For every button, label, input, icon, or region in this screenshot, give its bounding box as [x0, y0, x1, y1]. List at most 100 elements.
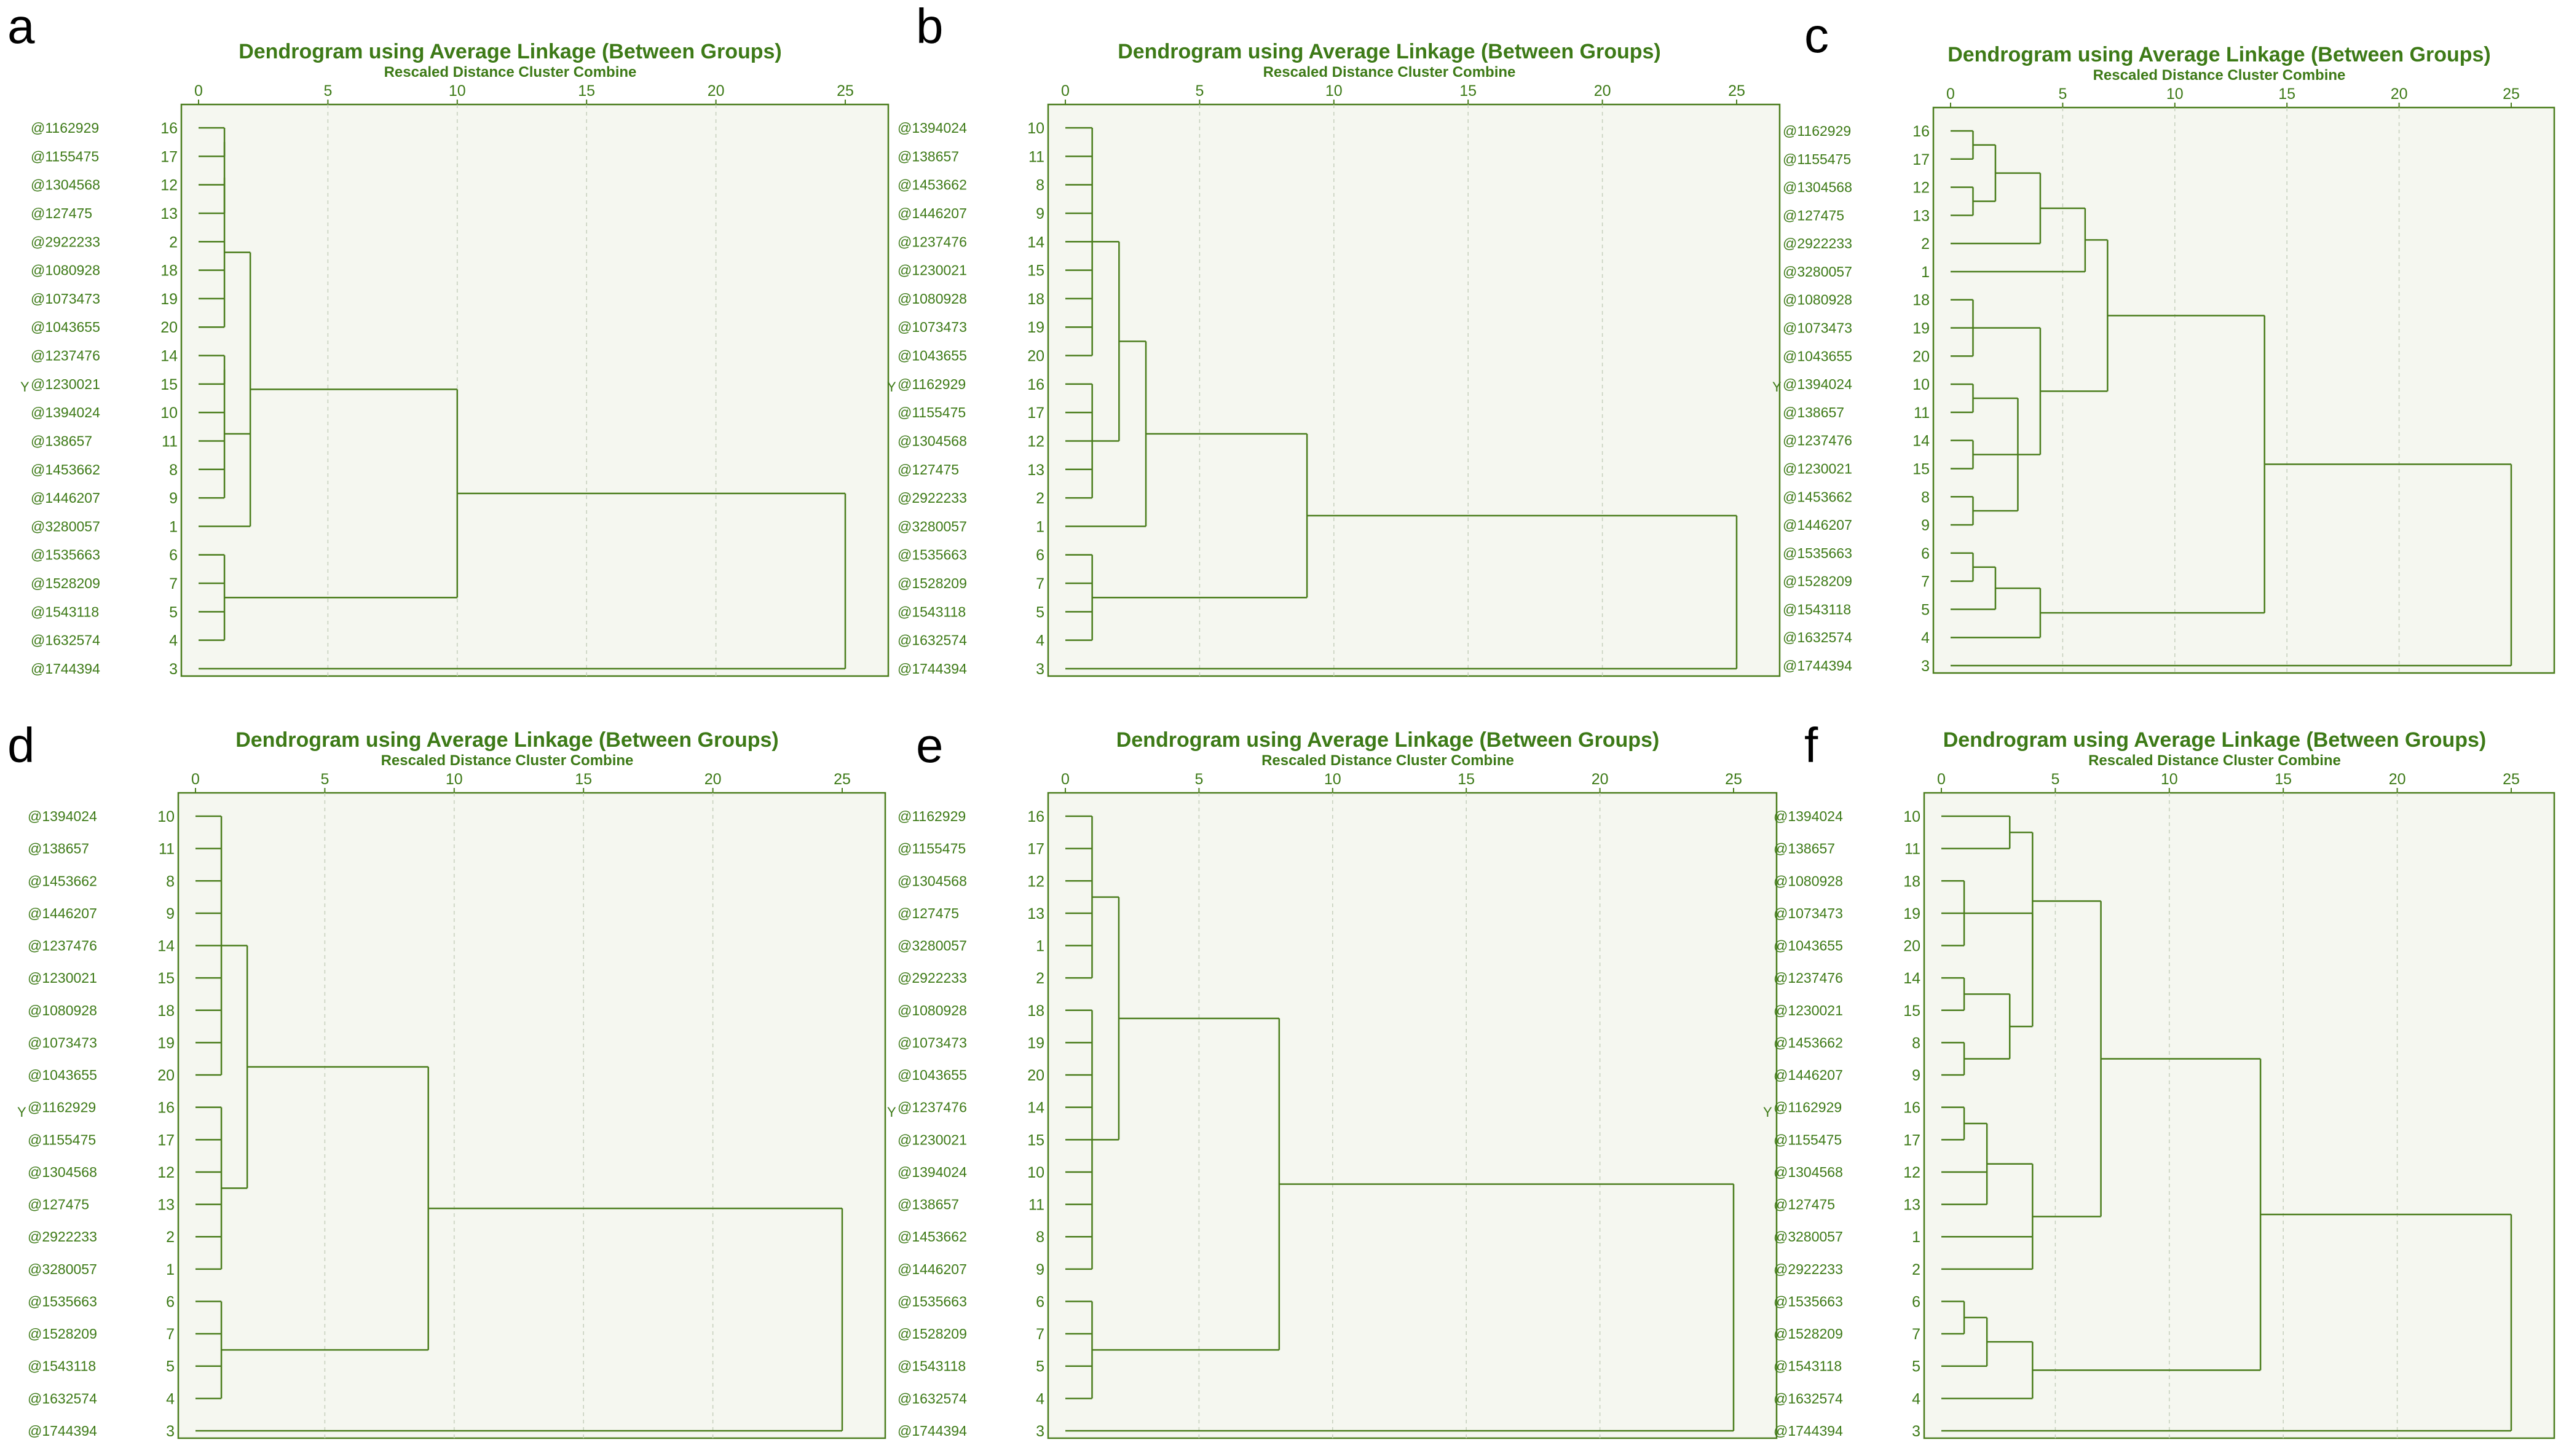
leaf-label: @127475 [28, 1197, 89, 1213]
leaf-number: 4 [166, 1390, 175, 1407]
panel-letter: e [916, 718, 944, 773]
leaf-number: 7 [166, 1326, 175, 1343]
leaf-number: 9 [1036, 205, 1044, 222]
leaf-number: 15 [160, 376, 178, 393]
x-tick-label: 25 [837, 82, 854, 100]
x-tick-label: 5 [320, 771, 329, 788]
leaf-label: @1230021 [1774, 1002, 1843, 1018]
leaf-number: 15 [1027, 262, 1044, 280]
x-tick-label: 25 [2503, 771, 2520, 788]
x-tick-label: 20 [2391, 85, 2408, 103]
leaf-label: @1155475 [1774, 1131, 1842, 1147]
leaf-number: 15 [1027, 1131, 1044, 1149]
leaf-number: 6 [1921, 545, 1930, 562]
leaf-label: @1744394 [31, 661, 100, 677]
leaf-number: 11 [1028, 1197, 1044, 1214]
leaf-label: @138657 [898, 1197, 959, 1213]
leaf-number: 18 [1027, 1002, 1044, 1020]
x-axis-label: Rescaled Distance Cluster Combine [2088, 752, 2341, 769]
x-tick-label: 10 [449, 82, 466, 100]
leaf-number: 5 [1912, 1358, 1920, 1375]
leaf-label: @1535663 [1783, 545, 1852, 561]
x-tick-label: 20 [2389, 771, 2406, 788]
x-tick-label: 10 [446, 771, 463, 788]
leaf-label: @1446207 [1774, 1067, 1843, 1083]
leaf-number: 14 [1027, 234, 1044, 251]
leaf-label: @1744394 [28, 1423, 97, 1439]
x-tick-label: 0 [1061, 82, 1070, 100]
leaf-number: 3 [169, 661, 178, 678]
leaf-number: 7 [169, 575, 178, 592]
leaf-number: 18 [160, 262, 178, 280]
x-tick-label: 25 [834, 771, 851, 788]
leaf-number: 10 [160, 404, 178, 422]
plot-area [180, 103, 890, 677]
leaf-label: @1446207 [898, 205, 967, 221]
leaf-number: 10 [1903, 808, 1920, 825]
leaf-number: 13 [157, 1197, 175, 1214]
x-tick-label: 25 [1725, 771, 1742, 788]
x-tick-label: 5 [2058, 85, 2067, 103]
x-tick-label: 25 [1728, 82, 1745, 100]
leaf-label: @127475 [31, 205, 92, 221]
x-axis-label: Rescaled Distance Cluster Combine [384, 64, 637, 81]
leaf-number: 14 [157, 938, 175, 955]
leaf-label: @1543118 [31, 604, 99, 620]
y-axis-label: Y [20, 379, 30, 395]
leaf-number: 7 [1921, 573, 1930, 591]
plot-area [1923, 792, 2555, 1439]
leaf-label: @1237476 [898, 234, 967, 250]
leaf-label: @1446207 [31, 490, 100, 506]
leaf-label: @2922233 [1783, 235, 1852, 251]
leaf-number: 8 [166, 873, 175, 890]
leaf-number: 9 [1921, 517, 1930, 534]
x-tick-label: 0 [194, 82, 203, 100]
leaf-label: @1043655 [1783, 348, 1852, 364]
x-tick-label: 20 [708, 82, 725, 100]
leaf-label: @1535663 [28, 1293, 97, 1309]
leaf-label: @1080928 [31, 262, 100, 278]
leaf-number: 1 [166, 1261, 175, 1278]
leaf-label: @1230021 [28, 970, 97, 986]
leaf-label: @1080928 [1783, 292, 1852, 308]
leaf-label: @1162929 [1774, 1100, 1842, 1116]
leaf-label: @127475 [1774, 1197, 1835, 1213]
leaf-number: 11 [1904, 841, 1920, 858]
leaf-number: 3 [1036, 661, 1044, 678]
x-tick-label: 5 [323, 82, 332, 100]
leaf-number: 5 [166, 1358, 175, 1375]
x-tick-label: 10 [2161, 771, 2178, 788]
x-tick-label: 25 [2503, 85, 2520, 103]
leaf-number: 15 [1912, 460, 1930, 478]
x-tick-label: 15 [1459, 82, 1477, 100]
leaf-label: @1446207 [28, 905, 97, 921]
leaf-label: @1304568 [1783, 179, 1852, 195]
leaf-number: 7 [1036, 1326, 1044, 1343]
leaf-label: @1237476 [898, 1100, 967, 1116]
leaf-label: @1632574 [28, 1390, 97, 1406]
leaf-number: 13 [1903, 1197, 1920, 1214]
x-tick-label: 15 [2275, 771, 2292, 788]
leaf-number: 15 [1903, 1002, 1920, 1020]
leaf-label: @127475 [898, 905, 959, 921]
leaf-number: 8 [1036, 1229, 1044, 1246]
x-axis-label: Rescaled Distance Cluster Combine [2093, 67, 2346, 84]
leaf-number: 19 [1027, 1034, 1044, 1052]
leaf-number: 15 [157, 970, 175, 987]
leaf-label: @1528209 [28, 1326, 97, 1342]
leaf-label: @1394024 [31, 404, 100, 420]
leaf-number: 7 [1912, 1326, 1920, 1343]
leaf-number: 13 [1027, 462, 1044, 479]
leaf-label: @3280057 [31, 518, 100, 534]
leaf-label: @1528209 [31, 575, 100, 591]
leaf-number: 14 [1027, 1100, 1044, 1117]
x-tick-label: 20 [704, 771, 722, 788]
plot-area [1047, 792, 1778, 1439]
leaf-number: 9 [1036, 1261, 1044, 1278]
leaf-label: @1073473 [1783, 320, 1852, 336]
leaf-label: @1043655 [31, 319, 100, 335]
leaf-number: 5 [1921, 601, 1930, 618]
x-axis-label: Rescaled Distance Cluster Combine [381, 752, 634, 769]
leaf-label: @138657 [28, 841, 89, 857]
